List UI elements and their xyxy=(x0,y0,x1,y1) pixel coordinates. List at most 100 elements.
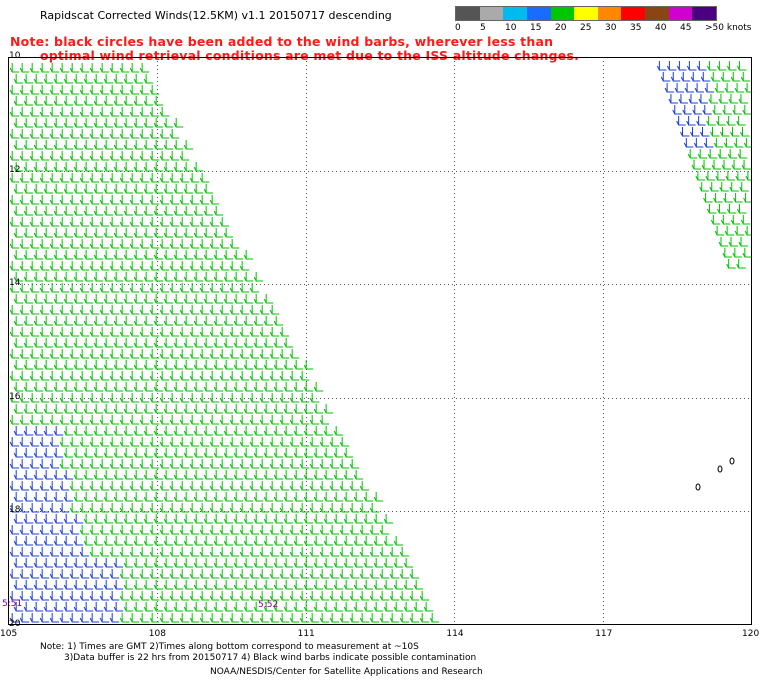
wind-barb xyxy=(29,459,40,469)
wind-barb xyxy=(129,173,140,183)
wind-barb xyxy=(149,283,160,293)
wind-barb xyxy=(293,404,304,414)
wind-barb xyxy=(189,613,200,623)
wind-barb xyxy=(43,162,54,172)
wind-barb xyxy=(253,272,264,282)
wind-barb xyxy=(343,470,354,480)
wind-barb xyxy=(9,107,20,117)
lat-label: 14 xyxy=(9,278,21,289)
wind-barb xyxy=(13,74,24,84)
wind-barb xyxy=(179,151,190,161)
wind-barb xyxy=(123,448,134,458)
wind-barb xyxy=(179,327,190,337)
wind-barb xyxy=(9,327,20,337)
wind-barb xyxy=(183,536,194,546)
wind-barb xyxy=(99,393,110,403)
wind-barb xyxy=(229,437,240,447)
wind-barb xyxy=(89,173,100,183)
wind-barb xyxy=(79,217,90,227)
lat-label: 12 xyxy=(9,164,21,175)
wind-barb xyxy=(423,602,434,612)
wind-barb xyxy=(143,580,154,590)
wind-barb xyxy=(53,338,64,348)
wind-barb xyxy=(183,272,194,282)
wind-barb xyxy=(139,305,150,315)
wind-barb xyxy=(319,525,330,535)
footer-credit: NOAA/NESDIS/Center for Satellite Applica… xyxy=(210,667,483,677)
wind-barb xyxy=(73,206,84,216)
wind-barb xyxy=(123,426,134,436)
wind-barb xyxy=(73,536,84,546)
wind-barb xyxy=(223,492,234,502)
wind-barb xyxy=(9,173,20,183)
wind-barb xyxy=(737,149,748,159)
wind-barb xyxy=(59,85,70,95)
wind-barb xyxy=(233,360,244,370)
wind-barb xyxy=(253,360,264,370)
wind-barb xyxy=(99,151,110,161)
wind-barb xyxy=(179,261,190,271)
wind-barb xyxy=(23,536,34,546)
wind-barb xyxy=(169,481,180,491)
wind-barb xyxy=(89,393,100,403)
wind-barb xyxy=(299,525,310,535)
wind-barb xyxy=(109,481,120,491)
wind-barb xyxy=(49,327,60,337)
wind-barb xyxy=(153,492,164,502)
wind-barb xyxy=(139,129,150,139)
wind-barb xyxy=(73,426,84,436)
wind-barb xyxy=(99,437,110,447)
wind-barb xyxy=(83,580,94,590)
wind-barb xyxy=(119,305,130,315)
wind-barb xyxy=(143,74,154,84)
wind-barb xyxy=(73,272,84,282)
wind-barb xyxy=(39,613,50,623)
wind-barb xyxy=(69,547,80,557)
wind-barb xyxy=(199,503,210,513)
wind-speed-legend: 0 5 10 15 20 25 30 35 40 45 >50 knots xyxy=(455,6,752,38)
wind-barb xyxy=(239,349,250,359)
wind-barb xyxy=(33,558,44,568)
wind-barb xyxy=(313,536,324,546)
wind-barb xyxy=(323,404,334,414)
wind-barb xyxy=(273,360,284,370)
wind-barb xyxy=(710,127,720,137)
wind-barb xyxy=(153,404,164,414)
wind-barb xyxy=(119,481,130,491)
wind-barb xyxy=(59,195,70,205)
wind-barb xyxy=(93,404,104,414)
wind-barb xyxy=(319,437,330,447)
wind-barb xyxy=(745,171,752,181)
wind-barb xyxy=(93,206,104,216)
wind-barb xyxy=(203,602,214,612)
wind-barb xyxy=(203,338,214,348)
legend-label: 20 xyxy=(555,23,567,33)
wind-barb xyxy=(283,338,294,348)
wind-barb xyxy=(103,228,114,238)
wind-barb xyxy=(173,602,184,612)
wind-barb xyxy=(89,305,100,315)
wind-barb xyxy=(303,426,314,436)
wind-barb xyxy=(249,613,260,623)
wind-barb xyxy=(113,580,124,590)
wind-barb xyxy=(93,162,104,172)
wind-barb xyxy=(129,459,140,469)
wind-barb xyxy=(129,569,140,579)
wind-barb xyxy=(63,536,74,546)
wind-barb xyxy=(93,316,104,326)
wind-barb xyxy=(243,492,254,502)
wind-barb xyxy=(323,536,334,546)
wind-barb xyxy=(193,338,204,348)
wind-barb xyxy=(683,138,694,148)
wind-barb xyxy=(193,602,204,612)
wind-barb xyxy=(333,470,344,480)
wind-barb xyxy=(49,217,60,227)
wind-barb xyxy=(53,470,64,480)
wind-barb xyxy=(39,481,50,491)
wind-barb xyxy=(189,569,200,579)
wind-barb xyxy=(99,547,110,557)
wind-barb xyxy=(723,193,733,203)
wind-barb xyxy=(163,118,174,128)
wind-barb xyxy=(329,481,340,491)
wind-barb xyxy=(199,437,210,447)
